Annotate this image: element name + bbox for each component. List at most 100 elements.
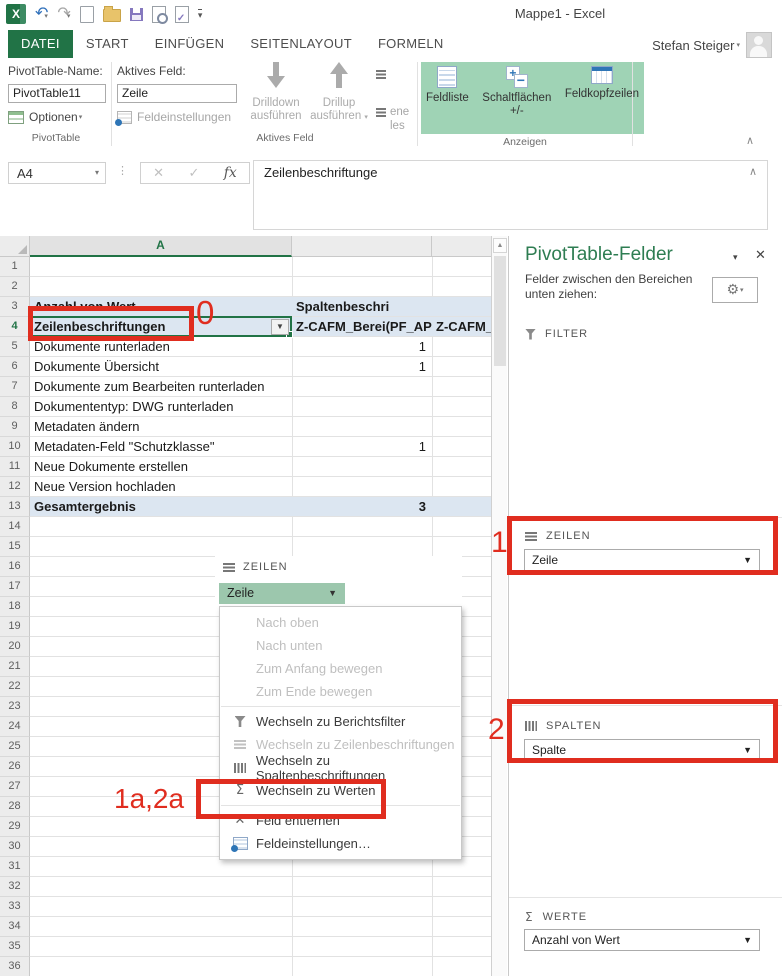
row-header-22[interactable]: 22 (0, 677, 30, 697)
cell-A5[interactable]: Dokumente runterladen (34, 339, 170, 354)
collapse-formula-bar-icon[interactable]: ∧ (748, 166, 757, 178)
cell-A11[interactable]: Neue Dokumente erstellen (34, 459, 188, 474)
print-preview-icon[interactable] (151, 5, 168, 24)
cell-A1[interactable] (30, 257, 292, 277)
column-header-a[interactable]: A (30, 236, 292, 257)
tab-einfügen[interactable]: EINFÜGEN (154, 36, 225, 51)
cell-A32[interactable] (30, 877, 292, 897)
cell-C2[interactable] (432, 277, 491, 297)
row-header-2[interactable]: 2 (0, 277, 30, 297)
row-header-32[interactable]: 32 (0, 877, 30, 897)
name-box[interactable]: A4 ▾ (8, 162, 106, 184)
menu-item-feldeinstellungen[interactable]: Feldeinstellungen… (220, 832, 461, 855)
row-header-17[interactable]: 17 (0, 577, 30, 597)
cell-C13[interactable] (432, 497, 491, 517)
field-headers-toggle[interactable]: Feldkopfzeilen (559, 62, 644, 134)
cell-B9[interactable] (292, 417, 432, 437)
cell-A8[interactable]: Dokumententyp: DWG runterladen (34, 399, 234, 414)
row-header-11[interactable]: 11 (0, 457, 30, 477)
undo-button[interactable]: ↶▾ (35, 5, 48, 23)
tab-seitenlayout[interactable]: SEITENLAYOUT (250, 36, 352, 51)
row-header-25[interactable]: 25 (0, 737, 30, 757)
tab-formeln[interactable]: FORMELN (377, 36, 444, 51)
menu-item-wechseln-zu-werten[interactable]: Wechseln zu Werten (220, 779, 461, 802)
tools-button[interactable]: ⚙ ▾ (712, 277, 758, 303)
scrollbar-thumb[interactable] (494, 256, 506, 366)
cell-C1[interactable] (432, 257, 491, 277)
row-header-4[interactable]: 4 (0, 317, 30, 337)
cell-C12[interactable] (432, 477, 491, 497)
excel-logo-icon[interactable]: X (6, 4, 26, 24)
row-header-35[interactable]: 35 (0, 937, 30, 957)
row-header-29[interactable]: 29 (0, 817, 30, 837)
cell-C3[interactable] (432, 297, 491, 317)
cell-A14[interactable] (30, 517, 292, 537)
cell-B13[interactable]: 3 (418, 499, 426, 514)
cell-C34[interactable] (432, 917, 491, 937)
cell-A9[interactable]: Metadaten ändern (34, 419, 140, 434)
row-header-5[interactable]: 5 (0, 337, 30, 357)
scroll-up-icon[interactable]: ▲ (493, 238, 507, 253)
row-header-6[interactable]: 6 (0, 357, 30, 377)
cell-A34[interactable] (30, 917, 292, 937)
cell-B32[interactable] (292, 877, 432, 897)
cell-C7[interactable] (432, 377, 491, 397)
cell-C35[interactable] (432, 937, 491, 957)
cell-B7[interactable] (292, 377, 432, 397)
cell-B3[interactable]: Spaltenbeschri (296, 299, 390, 314)
row-header-26[interactable]: 26 (0, 757, 30, 777)
cell-A12[interactable]: Neue Version hochladen (34, 479, 176, 494)
row-header-23[interactable]: 23 (0, 697, 30, 717)
field-list-toggle[interactable]: Feldliste (421, 62, 474, 134)
insert-function-icon[interactable]: fx (223, 165, 237, 181)
menu-item-wechseln-zu-spaltenbeschriftungen[interactable]: Wechseln zu Spaltenbeschriftungen (220, 753, 461, 783)
plus-minus-buttons-toggle[interactable]: + − Schaltflächen +/- (473, 62, 560, 134)
values-field-anzahl[interactable]: Anzahl von Wert ▼ (524, 929, 760, 951)
pivot-filter-dropdown-button[interactable]: ▼ (271, 319, 289, 335)
zeile-field-button[interactable]: Zeile ▼ (219, 583, 345, 604)
row-header-10[interactable]: 10 (0, 437, 30, 457)
row-header-8[interactable]: 8 (0, 397, 30, 417)
row-header-18[interactable]: 18 (0, 597, 30, 617)
name-box-caret-icon[interactable]: ▾ (94, 168, 99, 177)
active-field-input[interactable]: Zeile (117, 84, 237, 103)
cell-B34[interactable] (292, 917, 432, 937)
cell-B1[interactable] (292, 257, 432, 277)
select-all-corner[interactable] (0, 236, 30, 257)
cell-B2[interactable] (292, 277, 432, 297)
cell-B12[interactable] (292, 477, 432, 497)
row-header-34[interactable]: 34 (0, 917, 30, 937)
filter-area[interactable]: FILTER (525, 328, 588, 340)
pane-options-caret-icon[interactable]: ▾ (733, 252, 738, 262)
open-folder-icon[interactable] (102, 6, 121, 22)
row-header-33[interactable]: 33 (0, 897, 30, 917)
redo-button[interactable]: ↷▾ (57, 5, 70, 23)
menu-item-wechseln-zu-berichtsfilter[interactable]: Wechseln zu Berichtsfilter (220, 710, 461, 733)
row-header-7[interactable]: 7 (0, 377, 30, 397)
cell-B14[interactable] (292, 517, 432, 537)
row-header-36[interactable]: 36 (0, 957, 30, 976)
row-header-15[interactable]: 15 (0, 537, 30, 557)
cell-C6[interactable] (432, 357, 491, 377)
qat-more-icon[interactable]: ▾ (197, 9, 203, 20)
cell-C5[interactable] (432, 337, 491, 357)
row-header-12[interactable]: 12 (0, 477, 30, 497)
cell-C36[interactable] (432, 957, 491, 976)
formula-input[interactable]: Zeilenbeschriftunge ∧ (253, 160, 768, 230)
cell-B11[interactable] (292, 457, 432, 477)
cell-B15[interactable] (292, 537, 432, 557)
cell-C33[interactable] (432, 897, 491, 917)
cell-A7[interactable]: Dokumente zum Bearbeiten runterladen (34, 379, 265, 394)
cell-A4[interactable]: Zeilenbeschriftungen (34, 319, 166, 334)
avatar[interactable] (746, 32, 772, 58)
user-account[interactable]: Stefan Steiger ▾ (652, 32, 772, 58)
cell-C15[interactable] (432, 537, 491, 557)
cell-C9[interactable] (432, 417, 491, 437)
rows-field-zeile[interactable]: Zeile ▼ (524, 549, 760, 571)
new-document-icon[interactable] (79, 5, 94, 23)
cell-B5[interactable]: 1 (418, 339, 426, 354)
row-header-28[interactable]: 28 (0, 797, 30, 817)
pivottable-name-input[interactable]: PivotTable11 (8, 84, 106, 103)
vertical-scrollbar[interactable]: ▲ (491, 236, 507, 976)
column-header-c[interactable] (432, 236, 491, 257)
